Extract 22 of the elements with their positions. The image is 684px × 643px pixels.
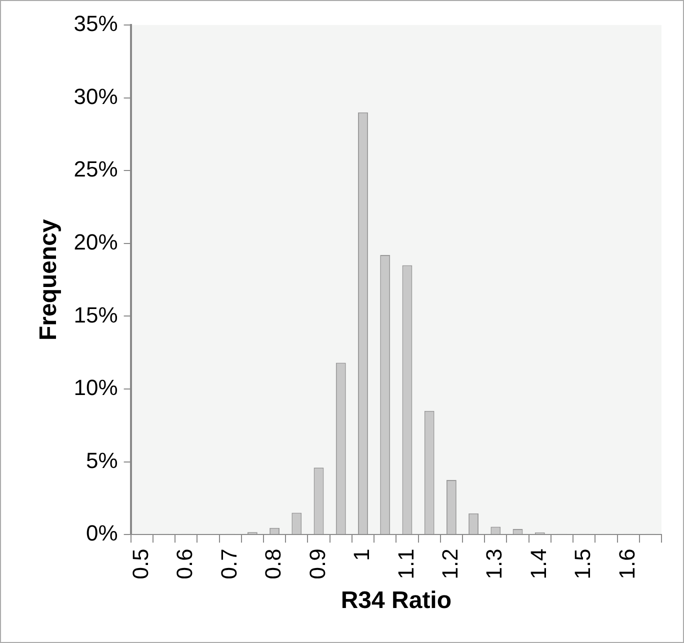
y-tick-label: 35% [74,11,118,36]
x-tick-label: 0.9 [304,548,330,580]
y-tick-label: 15% [74,302,118,328]
y-tick-label: 30% [74,84,118,109]
x-tick-label: 0.6 [172,548,198,580]
y-tick-label: 20% [74,229,118,254]
x-tick-label: 1.3 [482,548,507,580]
y-axis-title: Frequency [35,218,62,340]
x-tick-label: 0.7 [216,548,242,580]
x-tick-label: 0.8 [260,548,286,580]
x-tick-label: 1 [349,548,374,561]
x-tick-label: 1.2 [438,548,462,580]
y-tick-label: 10% [74,375,118,400]
y-tick-label: 5% [86,448,118,473]
x-axis-title: R34 Ratio [340,587,452,614]
x-tick-label: 1.6 [614,548,640,580]
x-tick-label: 1.1 [393,548,418,580]
y-tick-label: 25% [74,156,118,182]
x-tick-label: 1.4 [526,548,551,580]
y-tick-label: 0% [86,520,118,546]
x-tick-label: 0.5 [128,548,153,580]
x-tick-label: 1.5 [570,548,596,580]
